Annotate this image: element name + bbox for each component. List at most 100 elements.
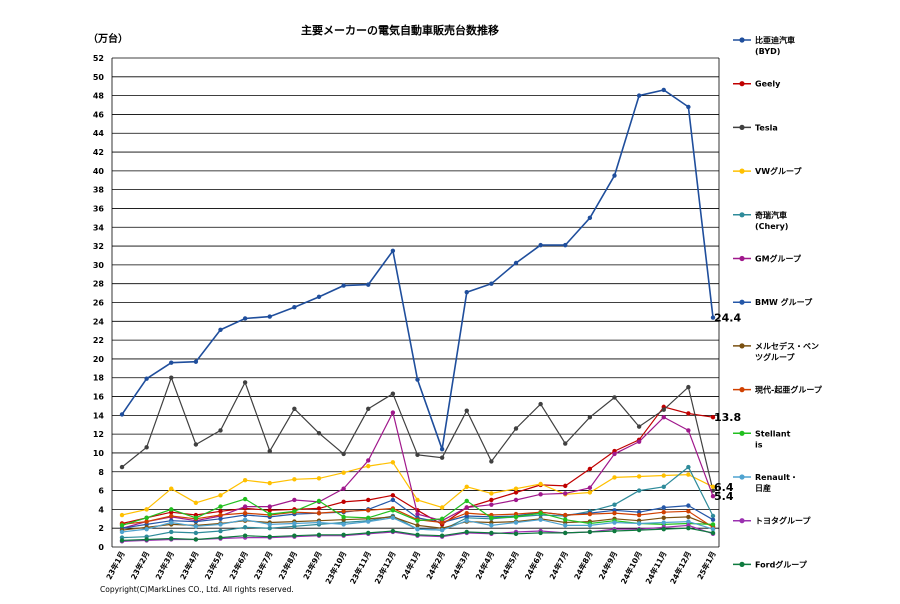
data-point — [193, 537, 199, 542]
data-point — [636, 93, 642, 98]
data-point — [366, 508, 371, 513]
data-point — [169, 513, 174, 519]
y-tick-label: 20 — [93, 355, 105, 364]
data-point — [563, 517, 568, 522]
y-tick-label: 24 — [93, 317, 105, 326]
y-tick-label: 22 — [93, 336, 104, 345]
data-point — [292, 521, 297, 526]
series-11 — [119, 515, 716, 535]
data-point — [661, 484, 666, 490]
data-point — [686, 104, 691, 110]
data-point — [242, 510, 248, 516]
data-point — [292, 497, 297, 503]
y-tick-label: 44 — [93, 129, 105, 138]
data-point — [464, 484, 469, 490]
data-point — [686, 384, 691, 390]
legend-swatch-marker — [739, 212, 745, 218]
y-tick-label: 4 — [98, 505, 104, 514]
data-point — [242, 380, 248, 385]
x-tick-label: 24年8月 — [571, 549, 594, 581]
data-point — [710, 484, 716, 490]
data-point — [464, 408, 469, 413]
data-point — [636, 527, 642, 533]
data-point — [366, 463, 371, 469]
x-tick-label: 24年7月 — [547, 549, 570, 581]
data-point — [538, 401, 543, 407]
series-1 — [119, 87, 716, 452]
data-point — [464, 498, 469, 504]
legend-swatch-marker — [739, 81, 745, 87]
data-point — [489, 497, 494, 503]
data-point — [169, 375, 174, 380]
y-tick-label: 10 — [93, 449, 105, 458]
data-point — [489, 515, 494, 521]
data-point — [193, 500, 199, 506]
data-point — [218, 535, 223, 540]
data-point — [169, 520, 174, 525]
data-point — [169, 360, 174, 365]
series-layer — [119, 87, 716, 544]
data-point — [144, 526, 149, 532]
legend-label: BMW グループ — [755, 297, 813, 307]
legend-swatch-marker — [739, 299, 745, 305]
data-point — [316, 532, 322, 537]
data-point — [636, 474, 642, 479]
data-point — [587, 511, 593, 517]
data-point — [563, 483, 568, 489]
data-point — [612, 502, 617, 507]
x-tick-label: 23年3月 — [153, 549, 176, 581]
data-point — [686, 503, 691, 508]
data-point — [587, 529, 593, 535]
data-point — [366, 519, 371, 524]
data-point — [464, 518, 469, 523]
data-point — [661, 505, 666, 510]
legend-item: Renault・日産 — [733, 473, 798, 493]
data-point — [439, 520, 445, 525]
data-point — [513, 520, 519, 525]
data-point — [415, 526, 420, 532]
data-point — [218, 522, 223, 527]
data-point — [242, 504, 248, 509]
data-point — [341, 499, 346, 505]
data-point — [636, 512, 642, 518]
legend-label: Geely — [755, 80, 781, 89]
data-point — [193, 359, 199, 364]
data-point — [119, 538, 125, 543]
data-point — [366, 515, 371, 521]
y-tick-label: 32 — [93, 242, 104, 251]
data-point — [267, 511, 272, 517]
x-tick-label: 23年4月 — [177, 549, 200, 581]
y-tick-label: 42 — [93, 148, 104, 157]
data-point — [710, 494, 716, 499]
y-tick-label: 40 — [93, 167, 105, 176]
legend-item: 現代-起亜グループ — [733, 385, 823, 395]
x-tick-label: 23年8月 — [276, 549, 299, 581]
legend-item: Geely — [733, 80, 781, 89]
data-point — [316, 294, 322, 300]
data-point — [169, 507, 174, 512]
data-point — [587, 485, 593, 490]
data-point — [267, 448, 272, 454]
data-point — [292, 305, 297, 310]
data-point — [489, 523, 494, 528]
data-point — [292, 406, 297, 411]
x-tick-label: 23年11月 — [347, 549, 373, 585]
data-point — [316, 510, 322, 516]
data-point — [341, 522, 346, 527]
x-tick-label: 24年11月 — [643, 549, 669, 585]
data-point — [513, 490, 519, 495]
data-point — [612, 451, 617, 457]
y-tick-label: 34 — [93, 223, 105, 232]
data-point — [267, 480, 272, 486]
data-point — [513, 260, 519, 266]
data-point — [341, 486, 346, 491]
legend-label: 比亜迪汽車(BYD) — [755, 35, 795, 56]
data-point — [710, 530, 716, 536]
x-tick-label: 24年1月 — [399, 549, 422, 581]
data-point — [119, 523, 125, 528]
data-point — [267, 525, 272, 531]
data-point — [218, 528, 223, 534]
data-point — [267, 522, 272, 527]
